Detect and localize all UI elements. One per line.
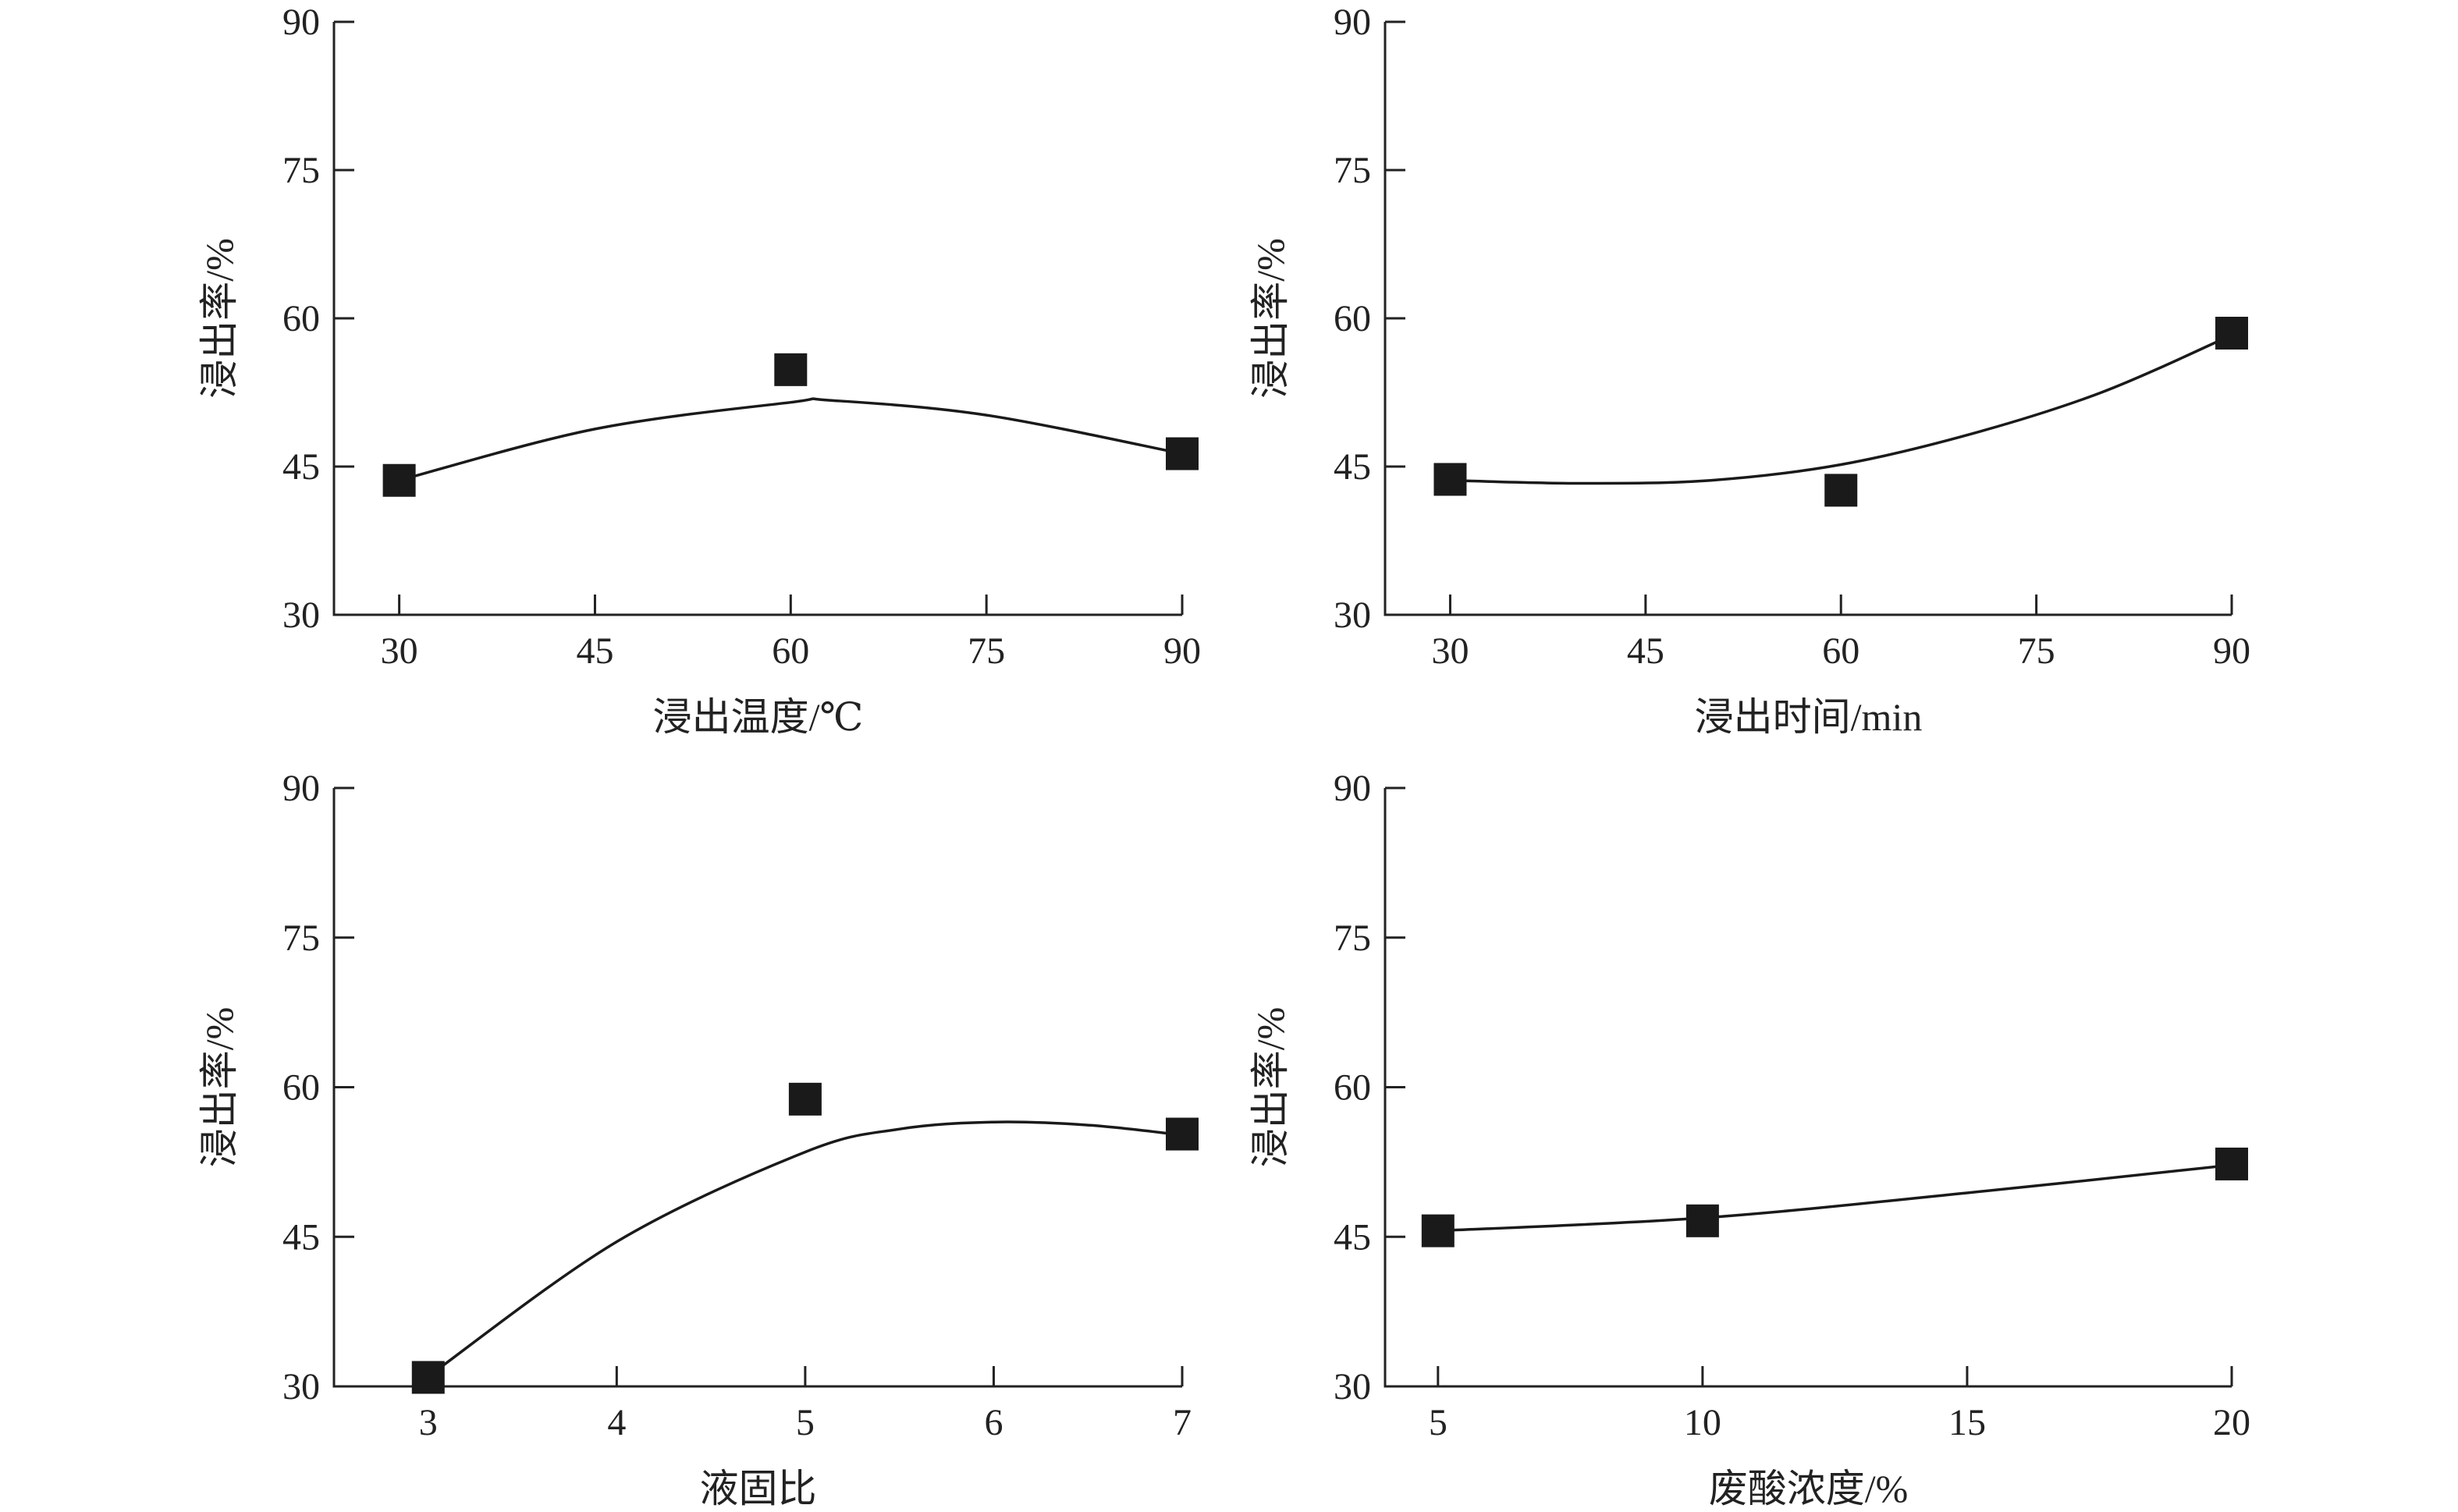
y-tick-label: 90 xyxy=(1334,2,1371,43)
y-axis-title: 浸出率/% xyxy=(1249,238,1292,399)
x-tick-label: 45 xyxy=(576,630,613,672)
y-tick-label: 30 xyxy=(1334,595,1371,636)
x-tick-label: 90 xyxy=(2213,630,2250,672)
y-tick-label: 30 xyxy=(1334,1366,1371,1407)
fit-curve xyxy=(1437,1163,2232,1233)
y-tick-label: 45 xyxy=(1334,1216,1371,1258)
chart-panel-4: 30 45 60 75 90 5 10 15 20 废酸浓度/% 浸出率/% xyxy=(1249,768,2250,1510)
fit-curve xyxy=(1450,333,2232,485)
x-tick-label: 75 xyxy=(968,630,1005,672)
data-point-marker xyxy=(1685,1204,1719,1237)
x-tick-label: 20 xyxy=(2213,1402,2250,1443)
y-tick-label: 75 xyxy=(1334,150,1371,191)
x-tick-label: 4 xyxy=(607,1402,626,1443)
axis-lines xyxy=(332,22,1182,616)
y-tick-label: 60 xyxy=(1334,1067,1371,1109)
x-tick-label: 60 xyxy=(1822,630,1859,672)
x-tick-label: 6 xyxy=(984,1402,1003,1443)
y-tick-label: 75 xyxy=(282,917,320,959)
y-tick-label: 60 xyxy=(282,298,320,339)
data-point-marker xyxy=(774,353,808,386)
data-point-marker xyxy=(2215,317,2248,350)
y-tick-label: 60 xyxy=(1334,298,1371,339)
x-axis-title: 液固比 xyxy=(700,1467,817,1510)
y-axis-title: 浸出率/% xyxy=(1249,1007,1292,1168)
data-point-marker xyxy=(1166,1117,1199,1151)
axis-lines xyxy=(332,788,1182,1388)
data-point-marker xyxy=(788,1082,822,1116)
x-tick-label: 3 xyxy=(419,1402,438,1443)
fit-curve xyxy=(427,1120,1183,1378)
x-tick-label: 10 xyxy=(1684,1402,1721,1443)
y-tick-label: 75 xyxy=(1334,917,1371,959)
x-tick-label: 5 xyxy=(1429,1402,1447,1443)
fit-curve xyxy=(399,397,1183,482)
x-tick-label: 60 xyxy=(772,630,809,672)
x-tick-label: 7 xyxy=(1173,1402,1192,1443)
y-tick-label: 30 xyxy=(282,595,320,636)
chart-panel-2: 30 45 60 75 90 30 45 60 75 90 浸出时间/min 浸出率/% xyxy=(1249,2,2250,739)
y-tick-label: 45 xyxy=(282,1216,320,1258)
data-point-marker xyxy=(411,1361,445,1394)
x-tick-label: 75 xyxy=(2018,630,2055,672)
data-point-marker xyxy=(1824,474,1858,507)
data-point-marker xyxy=(1433,463,1467,496)
y-axis-title: 浸出率/% xyxy=(197,238,241,399)
x-axis-title: 浸出时间/min xyxy=(1695,695,1923,739)
x-tick-label: 15 xyxy=(1948,1402,1986,1443)
x-tick-label: 30 xyxy=(1431,630,1469,672)
y-axis-title: 浸出率/% xyxy=(197,1007,241,1168)
y-tick-label: 30 xyxy=(282,1366,320,1407)
y-tick-label: 90 xyxy=(282,2,320,43)
data-point-marker xyxy=(1166,437,1199,470)
x-tick-label: 5 xyxy=(796,1402,815,1443)
axis-lines xyxy=(1384,788,2232,1388)
x-tick-label: 90 xyxy=(1163,630,1201,672)
data-point-marker xyxy=(382,463,416,497)
data-point-marker xyxy=(1421,1214,1455,1248)
x-axis-title: 浸出温度/℃ xyxy=(653,695,864,739)
data-point-marker xyxy=(2215,1147,2248,1180)
y-tick-label: 75 xyxy=(282,150,320,191)
x-tick-label: 45 xyxy=(1627,630,1664,672)
x-tick-label: 30 xyxy=(381,630,418,672)
y-tick-label: 90 xyxy=(1334,768,1371,809)
axis-lines xyxy=(1384,22,2232,616)
y-tick-label: 60 xyxy=(282,1067,320,1109)
y-tick-label: 45 xyxy=(1334,446,1371,488)
x-axis-title: 废酸浓度/% xyxy=(1709,1467,1909,1510)
y-tick-label: 90 xyxy=(282,768,320,809)
y-tick-label: 45 xyxy=(282,446,320,488)
chart-panel-1: 30 45 60 75 90 30 45 60 75 90 浸出温度/℃ 浸出率/% xyxy=(197,2,1201,739)
